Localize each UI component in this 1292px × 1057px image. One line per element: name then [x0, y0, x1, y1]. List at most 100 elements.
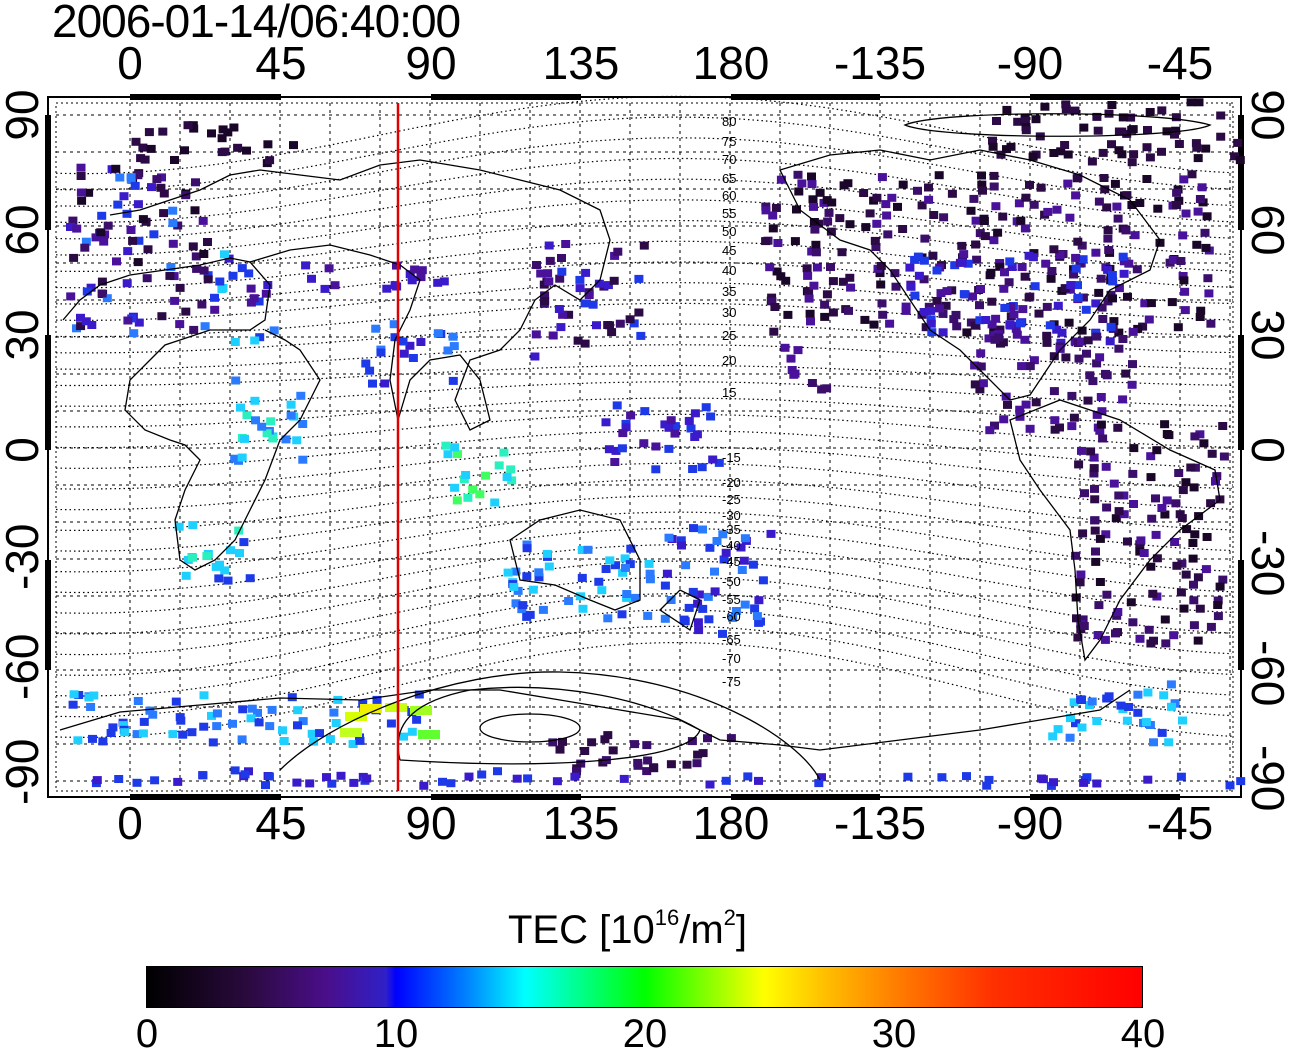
tec-cell — [792, 205, 801, 214]
tec-cell — [87, 321, 97, 329]
tec-cell — [1092, 112, 1102, 121]
tec-cell — [1166, 680, 1176, 689]
tec-cell — [158, 127, 168, 136]
tec-cell — [1146, 299, 1156, 308]
tec-cell — [617, 444, 627, 453]
tec-cell — [77, 196, 87, 205]
tec-cell — [188, 553, 197, 562]
tec-cell — [684, 603, 694, 612]
contour-label: 40 — [722, 263, 736, 278]
mag-lat-contour — [55, 576, 1233, 656]
tec-cell — [390, 333, 400, 342]
tec-cell — [1195, 430, 1205, 439]
tec-cell — [181, 307, 191, 316]
tec-cell — [1069, 270, 1079, 279]
tec-cell — [1111, 514, 1121, 523]
lon-tick-bottom: -45 — [1146, 797, 1214, 849]
tec-cell — [1190, 432, 1200, 441]
tec-cell — [979, 217, 989, 225]
tec-cell — [198, 771, 208, 780]
tec-cell — [181, 571, 191, 580]
tec-cell — [928, 251, 938, 260]
tec-cell — [790, 237, 800, 246]
tec-cell — [721, 548, 731, 557]
tec-cell — [1174, 196, 1184, 205]
tec-cell — [698, 749, 708, 758]
tec-cell — [433, 329, 443, 338]
tec-cell — [991, 314, 1001, 323]
tec-cell — [348, 740, 358, 748]
tec-cell — [962, 772, 971, 781]
tec-cell — [898, 225, 908, 233]
tec-cell — [1092, 332, 1102, 341]
tec-cell — [1114, 491, 1124, 500]
tec-cell — [686, 424, 696, 433]
tec-cell — [877, 299, 887, 308]
tec-cell — [1020, 272, 1030, 281]
tec-cell — [1192, 240, 1202, 249]
tec-cell — [199, 691, 209, 700]
tec-cell — [392, 261, 401, 270]
tec-cell — [619, 774, 629, 783]
tec-cell-high — [410, 706, 432, 715]
tec-cell — [441, 441, 451, 450]
tec-cell — [1116, 701, 1126, 710]
tec-cell — [173, 221, 183, 230]
tec-cell — [952, 322, 962, 331]
tec-cell — [932, 266, 942, 275]
tec-cell — [1088, 377, 1098, 386]
tec-cell — [1077, 723, 1087, 732]
tec-cell — [202, 552, 212, 561]
tec-cell — [932, 297, 942, 305]
tec-cell — [263, 281, 273, 289]
tec-cell — [845, 220, 855, 229]
tec-cell — [236, 403, 245, 412]
tec-cell — [92, 776, 102, 785]
tec-cell — [694, 626, 704, 635]
tec-cell — [114, 775, 124, 783]
lon-tick-top: 135 — [542, 37, 620, 89]
tec-cell — [254, 718, 264, 727]
tec-cell — [80, 243, 90, 252]
tec-cell — [739, 556, 749, 565]
tec-cell — [810, 225, 820, 234]
tec-cell — [1118, 252, 1128, 261]
contour-label: -70 — [722, 651, 741, 666]
tec-cell — [1157, 147, 1166, 156]
tec-cell — [959, 290, 969, 299]
tec-cell — [728, 613, 738, 622]
tec-cell — [660, 614, 670, 623]
tec-cell — [1013, 117, 1023, 126]
tec-cell — [1122, 191, 1132, 200]
tec-cell-high — [340, 728, 362, 737]
tec-cell — [580, 339, 590, 348]
tec-cell — [330, 281, 340, 290]
lon-tick-bottom: 45 — [255, 797, 307, 849]
tec-cell — [1016, 216, 1026, 225]
tec-cell — [170, 156, 179, 164]
tec-cell — [1094, 601, 1104, 610]
tec-cell — [1011, 324, 1021, 333]
tec-cell — [633, 761, 643, 770]
tec-cell — [1178, 272, 1188, 280]
tec-cell — [662, 569, 672, 578]
tec-cell — [698, 525, 707, 534]
tec-cell — [812, 263, 822, 272]
tec-cell — [532, 261, 541, 269]
tec-cell — [693, 618, 703, 627]
tec-cell — [714, 458, 724, 467]
mag-lat-contour — [55, 642, 1233, 738]
tec-cell — [1065, 213, 1075, 222]
tec-cell — [1066, 714, 1075, 723]
tec-cell — [817, 773, 826, 782]
tec-cell — [838, 277, 848, 286]
tec-cell — [1130, 231, 1140, 240]
tec-cell — [772, 267, 782, 276]
tec-cell — [1049, 352, 1059, 361]
tec-cell — [133, 171, 143, 180]
tec-cell — [806, 317, 815, 326]
tec-cell — [215, 277, 225, 286]
tec-cell — [1119, 510, 1129, 519]
tec-cell — [768, 224, 778, 233]
tec-cell — [453, 450, 462, 459]
